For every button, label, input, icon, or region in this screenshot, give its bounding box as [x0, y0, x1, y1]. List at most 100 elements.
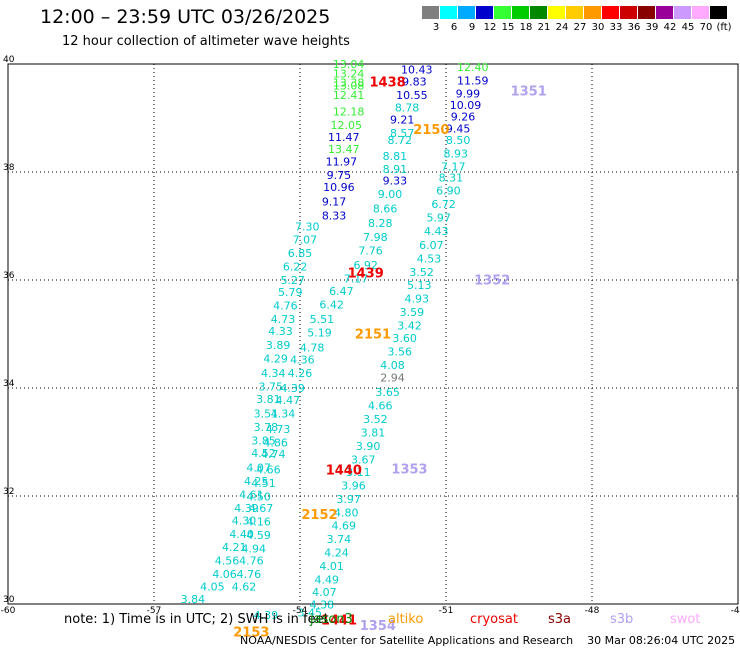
wave-height-value: 7.76: [358, 245, 383, 258]
wave-height-value: 6.47: [329, 285, 354, 298]
wave-height-value: 3.81: [361, 427, 386, 440]
wave-height-value: 13.04: [333, 58, 365, 71]
wave-height-value: 4.67: [249, 502, 274, 515]
wave-height-value: 4.51: [251, 477, 276, 490]
pass-number-label: 2150: [413, 123, 449, 138]
wave-height-value: 4.24: [324, 546, 349, 559]
wave-height-value: 5.19: [307, 327, 332, 340]
wave-height-value: 6.85: [288, 247, 313, 260]
legend-swatch: [656, 6, 673, 19]
wave-height-value: 8.91: [383, 163, 408, 176]
wave-height-value: 4.36: [290, 354, 315, 367]
wave-height-value: 4.39: [280, 382, 305, 395]
wave-height-value: 4.06: [212, 568, 237, 581]
wave-height-value: 4.78: [300, 341, 325, 354]
wave-height-value: 4.69: [332, 519, 357, 532]
wave-height-value: 4.49: [315, 573, 340, 586]
latitude-tick-label: 40: [3, 55, 15, 65]
wave-height-value: 8.31: [439, 172, 464, 185]
wave-height-value: 3.11: [346, 466, 371, 479]
wave-height-value: 4.40: [229, 528, 254, 541]
wave-height-value: 9.99: [456, 87, 481, 100]
wave-height-value: 13.24: [333, 68, 365, 81]
wave-height-value: 3.74: [327, 533, 352, 546]
wave-height-value: 4.33: [268, 325, 293, 338]
wave-height-value: 2.94: [380, 372, 405, 385]
legend-swatch: [674, 6, 691, 19]
legend-label: 21: [537, 22, 551, 33]
wave-height-value: 4.34: [271, 408, 296, 421]
legend-swatch: [422, 6, 439, 19]
wave-height-value: 6.42: [319, 299, 344, 312]
wave-height-value: 7.17: [441, 160, 466, 173]
legend-label: 30: [591, 22, 605, 33]
wave-height-value: 13.47: [328, 143, 360, 156]
wave-height-value: 7.98: [363, 231, 388, 244]
pass-number-label: 1441: [321, 614, 357, 629]
wave-height-value: 4.01: [319, 560, 344, 573]
legend-swatch: [710, 6, 727, 19]
wave-height-value: 4.76: [239, 555, 264, 568]
longitude-tick-label: -51: [439, 606, 454, 616]
wave-height-value: 3.45: [297, 606, 322, 619]
legend-swatch: [494, 6, 511, 19]
wave-height-value: 3.85: [251, 435, 276, 448]
wave-height-value: 4.21: [222, 541, 247, 554]
wave-height-value: 9.33: [383, 174, 408, 187]
legend-swatch: [602, 6, 619, 19]
longitude-tick-label: -60: [1, 606, 16, 616]
wave-height-value: 3.52: [409, 266, 434, 279]
wave-height-value: 4.38: [310, 598, 335, 611]
wave-height-value: 4.76: [273, 300, 298, 313]
legend-label: 36: [627, 22, 641, 33]
legend-swatch: [638, 6, 655, 19]
legend-label: 6: [450, 22, 458, 33]
legend-label: 33: [609, 22, 623, 33]
longitude-tick-label: -57: [147, 606, 162, 616]
wave-height-value: 12.18: [333, 105, 365, 118]
wave-height-value: 4.26: [288, 367, 313, 380]
wave-height-value: 8.33: [322, 210, 347, 223]
wave-height-value: 3.81: [256, 393, 281, 406]
wave-height-value: 4.53: [417, 253, 442, 266]
wave-height-value: 3.42: [397, 320, 422, 333]
wave-height-value: 3.56: [388, 346, 413, 359]
wave-height-value: 4.52: [251, 447, 276, 460]
wave-height-value: 7.07: [293, 233, 318, 246]
wave-height-value: 4.08: [380, 359, 405, 372]
legend-swatch: [584, 6, 601, 19]
wave-height-value: 9.00: [378, 188, 403, 201]
wave-height-value: 4.07: [312, 586, 337, 599]
wave-height-value: 11.59: [457, 75, 489, 88]
wave-height-value: 3.52: [363, 413, 388, 426]
pass-number-label: 1440: [326, 463, 362, 478]
wave-height-value: 4.66: [368, 400, 393, 413]
wave-height-value: 4.47: [276, 394, 301, 407]
legend-label: 39: [645, 22, 659, 33]
pass-number-label: 2152: [301, 508, 337, 523]
wave-height-value: 6.22: [283, 260, 308, 273]
wave-height-value: 6.90: [436, 185, 461, 198]
longitude-tick-label: -48: [585, 606, 600, 616]
latitude-tick-label: 32: [3, 487, 14, 497]
legend-swatch: [512, 6, 529, 19]
longitude-tick-label: -54: [293, 606, 308, 616]
wave-height-value: 8.93: [443, 147, 468, 160]
map-frame: [7, 63, 739, 605]
pass-labels: 1438 1439 1440 1441 2150 2151 2152 2153 1351 1352…: [233, 76, 547, 641]
wave-height-value: 4.05: [200, 581, 225, 594]
legend-swatch: [458, 6, 475, 19]
wave-height-value: 3.84: [181, 593, 206, 606]
legend-label: 12: [483, 22, 497, 33]
wave-height-value: 5.13: [407, 279, 432, 292]
pass-number-label: 1353: [391, 462, 427, 477]
legend-label: 27: [573, 22, 587, 33]
wave-height-value: 4.61: [239, 489, 264, 502]
wave-height-value: 10.55: [396, 89, 428, 102]
wave-height-value: 3.96: [341, 480, 366, 493]
wave-height-value: 4.62: [232, 581, 257, 594]
wave-height-value: 3.59: [400, 306, 425, 319]
wave-height-value: 4.50: [246, 490, 271, 503]
wave-height-value: 4.76: [237, 568, 262, 581]
wave-height-value: 11.47: [328, 131, 360, 144]
